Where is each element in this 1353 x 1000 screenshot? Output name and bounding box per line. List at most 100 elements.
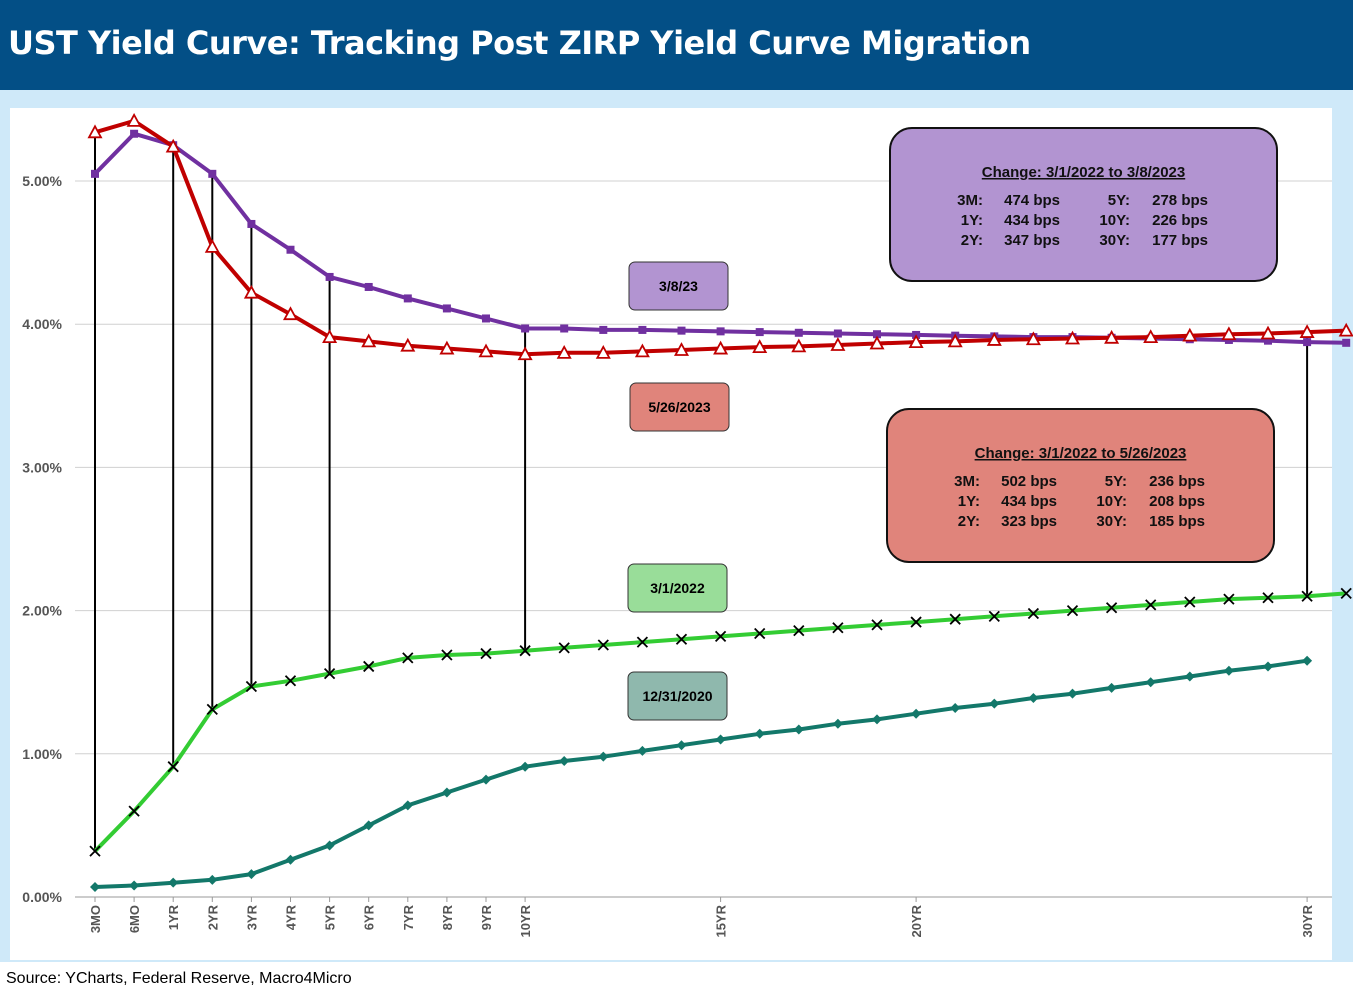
series-3-1-2022-point xyxy=(1223,593,1235,605)
series-12-31-2020-point xyxy=(246,869,257,880)
series-labels: 3/8/23 5/26/2023 3/1/2022 12/31/2020 xyxy=(627,261,730,721)
series-12-31-2020-point xyxy=(1067,688,1078,699)
series-12-31-2020-point xyxy=(676,740,687,751)
series-5-26-2023-point xyxy=(204,238,220,253)
series-5-26-2023-point xyxy=(1338,322,1353,337)
series-12-31-2020-point xyxy=(129,880,140,891)
series-3-8-23-point xyxy=(1342,338,1351,347)
x-tick-label: 2YR xyxy=(205,904,220,930)
series-12-31-2020-point xyxy=(520,761,531,772)
series-3-1-2022-point xyxy=(793,625,805,637)
series-12-31-2020-point xyxy=(559,755,570,766)
series-12-31-2020-point xyxy=(402,800,413,811)
series-3-8-23-point xyxy=(286,245,295,254)
series-5-26-2023-point xyxy=(986,332,1002,346)
series-lines xyxy=(87,112,1353,892)
series-label-box xyxy=(629,382,730,432)
series-5-26-2023-point xyxy=(1104,329,1120,344)
change-box xyxy=(889,127,1278,282)
series-3-8-23-point xyxy=(833,329,842,338)
x-tick-label: 3YR xyxy=(244,904,259,930)
change-value: 323 bps xyxy=(1001,513,1057,530)
series-5-26-2023-point xyxy=(713,340,729,355)
series-3-1-2022-point xyxy=(519,645,531,657)
series-3-8-23-point xyxy=(873,330,881,339)
page-title: UST Yield Curve: Tracking Post ZIRP Yiel… xyxy=(8,24,1031,62)
series-3-8-23-point xyxy=(325,272,334,281)
x-tick-label: 10YR xyxy=(518,904,533,937)
series-12-31-2020-point xyxy=(1302,655,1313,666)
y-axis: 0.00% 1.00% 2.00% 3.00% 4.00% 5.00% xyxy=(22,173,62,905)
series-3-8-23-point xyxy=(677,326,686,335)
series-3-8-23-point xyxy=(364,282,373,291)
change-label: 1Y: xyxy=(958,493,980,510)
series-label: 3/8/23 xyxy=(659,278,698,294)
change-label: 5Y: xyxy=(1108,192,1130,209)
series-12-31-2020-point xyxy=(754,728,765,739)
x-tick-label: 7YR xyxy=(401,904,416,930)
drop-lines xyxy=(94,132,1309,852)
series-3-8-23-point xyxy=(521,324,530,333)
series-3-1-2022-point xyxy=(245,680,258,693)
series-3-8-23-point xyxy=(794,328,803,337)
x-tick-label: 4YR xyxy=(284,904,299,930)
series-5-26-2023-point xyxy=(165,138,181,153)
series-5-26-2023-point xyxy=(282,306,299,321)
series-5-26-2023-point xyxy=(361,333,377,348)
series-label-box xyxy=(627,671,728,721)
series-12-31-2020-point xyxy=(481,774,491,785)
series-12-31-2020-point xyxy=(911,708,922,719)
change-label: 3M: xyxy=(957,192,983,209)
series-12-31-2020-point xyxy=(989,698,1000,709)
series-3-8-23-point xyxy=(1303,338,1312,347)
series-5-26-2023-point xyxy=(1260,325,1276,340)
series-3-1-2022-point xyxy=(323,667,336,680)
change-value: 185 bps xyxy=(1149,513,1205,530)
series-3-1-2022-point xyxy=(167,761,179,773)
series-12-31-2020-point xyxy=(1263,661,1273,672)
change-label: 3M: xyxy=(954,473,980,490)
series-3-1-2022-point xyxy=(988,610,1000,622)
x-tick-label: 6MO xyxy=(127,905,142,933)
series-3-1-2022-point xyxy=(1066,604,1079,617)
change-boxes: Change: 3/1/2022 to 3/8/2023 3M: 474 bps 5Y… xyxy=(886,127,1278,563)
series-3-8-23-point xyxy=(560,324,569,333)
series-3-8-23-point xyxy=(599,325,608,334)
series-3-8-23-point xyxy=(638,325,647,334)
change-value: 474 bps xyxy=(1004,192,1060,209)
y-tick-label: 4.00% xyxy=(22,316,62,332)
series-5-26-2023-point xyxy=(87,124,103,139)
series-12-31-2020-point xyxy=(168,877,179,888)
series-5-26-2023-point xyxy=(1182,327,1198,342)
change-label: 2Y: xyxy=(958,513,980,530)
series-label-box xyxy=(628,261,729,311)
series-3-1-2022-point xyxy=(832,622,844,634)
series-3-1-2022-point xyxy=(675,633,688,645)
series-5-26-2023-point xyxy=(791,338,807,353)
x-tick-label: 1YR xyxy=(166,904,181,930)
series-5-26-2023-point xyxy=(126,112,142,127)
series-3-1-2022-point xyxy=(1184,596,1196,608)
series-5-26-2023-point xyxy=(634,343,650,358)
series-3-1-2022-point xyxy=(1340,587,1352,600)
change-box-title: Change: 3/1/2022 to 5/26/2023 xyxy=(975,445,1187,462)
series-12-31-2020-point xyxy=(1106,682,1117,693)
series-3-8-23-point xyxy=(482,314,490,323)
series-12-31-2020-point xyxy=(207,874,218,885)
series-5-26-2023-point xyxy=(947,333,963,348)
change-label: 2Y: xyxy=(961,232,983,249)
change-label: 1Y: xyxy=(961,212,983,229)
series-12-31-2020-point xyxy=(598,751,609,762)
series-5-26-2023-point xyxy=(830,337,846,351)
series-3-8-23-point xyxy=(247,219,256,228)
series-3-1-2022-point xyxy=(1301,590,1313,602)
change-value: 434 bps xyxy=(1004,212,1060,229)
change-box xyxy=(886,408,1275,563)
series-5-26-2023-point xyxy=(1143,329,1159,343)
header-bar: UST Yield Curve: Tracking Post ZIRP Yiel… xyxy=(0,0,1353,90)
series-3-1-2022-point xyxy=(89,845,101,857)
series-3-1-2022-point xyxy=(871,619,883,631)
series-3-1-2022-point xyxy=(636,636,649,648)
change-value: 347 bps xyxy=(1004,232,1060,249)
series-5-26-2023-point xyxy=(439,340,455,355)
